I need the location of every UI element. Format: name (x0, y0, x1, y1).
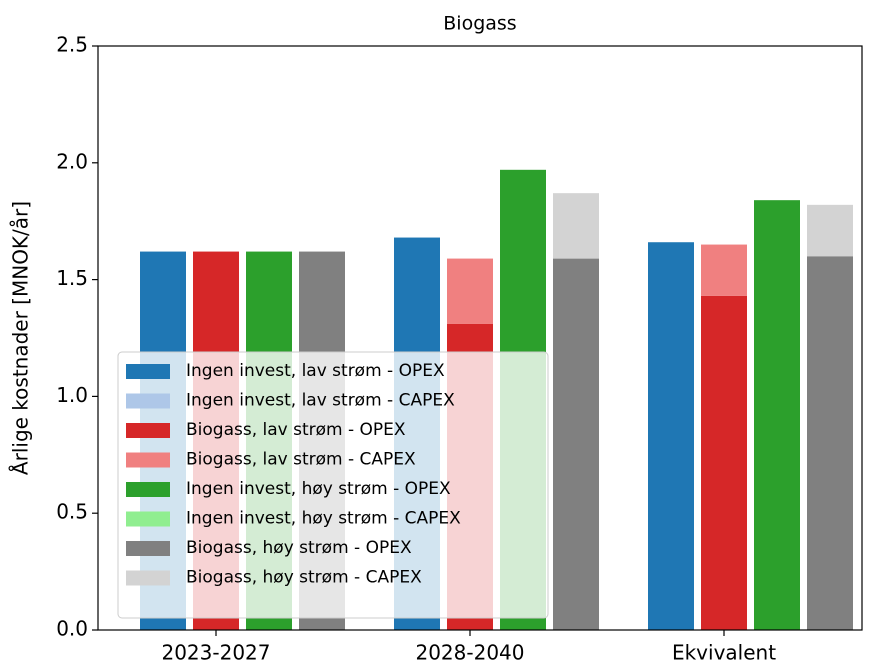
legend-swatch (126, 541, 170, 556)
legend-label: Ingen invest, lav strøm - OPEX (186, 361, 445, 381)
bar (447, 258, 493, 324)
y-tick-label: 2.0 (56, 149, 88, 173)
bar (807, 256, 853, 630)
y-tick-label: 2.5 (56, 33, 88, 57)
legend-label: Biogass, lav strøm - CAPEX (186, 450, 416, 470)
legend-swatch (126, 570, 170, 586)
x-tick-label: Ekvivalent (672, 641, 776, 665)
x-tick-label: 2023-2027 (161, 641, 270, 665)
chart-title: Biogass (443, 13, 516, 35)
y-tick-label: 0.5 (56, 500, 88, 524)
bar (754, 200, 800, 630)
legend-swatch (126, 423, 170, 438)
legend-swatch (126, 511, 170, 527)
legend-swatch (126, 393, 170, 409)
legend-swatch (126, 452, 170, 468)
bar (807, 204, 853, 257)
legend-swatch (126, 482, 170, 497)
legend-label: Ingen invest, høy strøm - OPEX (186, 479, 451, 499)
legend-label: Biogass, høy strøm - OPEX (186, 538, 412, 558)
bar (648, 242, 694, 630)
legend-label: Ingen invest, høy strøm - CAPEX (186, 509, 461, 529)
legend-label: Ingen invest, lav strøm - CAPEX (186, 391, 455, 411)
y-tick-label: 1.0 (56, 383, 88, 407)
bar (553, 193, 599, 259)
y-axis-label: Årlige kostnader [MNOK/år] (9, 201, 33, 475)
legend-label: Biogass, høy strøm - CAPEX (186, 568, 422, 588)
legend-label: Biogass, lav strøm - OPEX (186, 420, 406, 440)
x-tick-label: 2028-2040 (415, 641, 524, 665)
y-tick-label: 1.5 (56, 266, 88, 290)
bar (553, 258, 599, 630)
legend-swatch (126, 364, 170, 379)
bar (701, 244, 747, 296)
bar (701, 295, 747, 630)
legend-box (117, 351, 549, 619)
y-tick-label: 0.0 (56, 617, 88, 641)
plot-frame (97, 45, 863, 631)
